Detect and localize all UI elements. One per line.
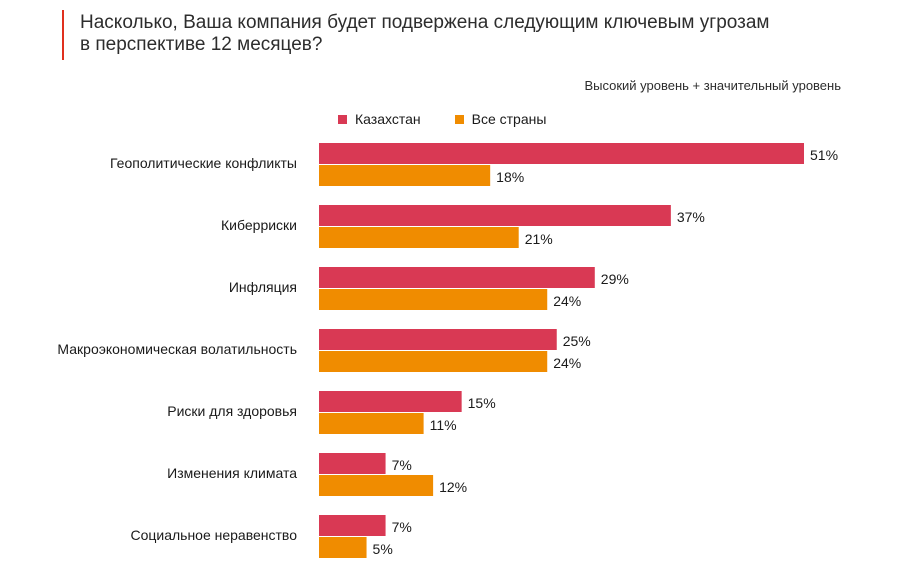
legend-swatch-kazakhstan bbox=[338, 114, 347, 124]
legend-label-all-countries: Все страны bbox=[471, 111, 547, 127]
value-label-all-countries: 12% bbox=[439, 479, 467, 495]
category-label: Изменения климата bbox=[167, 465, 297, 481]
bar-all-countries bbox=[319, 351, 548, 372]
title-accent-line bbox=[62, 10, 64, 60]
title-line-2: в перспективе 12 месяцев? bbox=[80, 34, 323, 55]
value-label-kazakhstan: 29% bbox=[601, 271, 629, 287]
bar-kazakhstan bbox=[319, 267, 595, 288]
legend-label-kazakhstan: Казахстан bbox=[355, 111, 421, 127]
value-label-all-countries: 11% bbox=[430, 417, 457, 433]
bar-all-countries bbox=[319, 475, 434, 496]
value-label-kazakhstan: 51% bbox=[810, 147, 838, 163]
legend-item-kazakhstan: Казахстан bbox=[338, 111, 421, 127]
bar-kazakhstan bbox=[319, 515, 386, 536]
value-label-kazakhstan: 7% bbox=[392, 519, 412, 535]
chart-subtitle: Высокий уровень + значительный уровень bbox=[584, 78, 841, 93]
category-label: Геополитические конфликты bbox=[110, 155, 297, 171]
legend-swatch-all-countries bbox=[454, 114, 464, 124]
title-line-1: Насколько, Ваша компания будет подвержен… bbox=[80, 12, 770, 33]
value-label-kazakhstan: 37% bbox=[677, 209, 705, 225]
value-label-all-countries: 24% bbox=[553, 293, 581, 309]
bar-all-countries bbox=[319, 165, 491, 186]
category-label: Макроэкономическая волатильность bbox=[57, 341, 297, 357]
chart-title: Насколько, Ваша компания будет подвержен… bbox=[80, 12, 880, 56]
category-label: Киберриски bbox=[221, 217, 297, 233]
value-label-all-countries: 21% bbox=[525, 231, 553, 247]
bar-kazakhstan bbox=[319, 205, 671, 226]
value-label-all-countries: 24% bbox=[553, 355, 581, 371]
legend-item-all-countries: Все страны bbox=[454, 111, 547, 127]
category-label: Инфляция bbox=[229, 279, 297, 295]
bar-kazakhstan bbox=[319, 143, 804, 164]
bar-kazakhstan bbox=[319, 453, 386, 474]
value-label-all-countries: 5% bbox=[373, 541, 393, 557]
category-label: Социальное неравенство bbox=[130, 527, 297, 543]
value-label-kazakhstan: 15% bbox=[468, 395, 496, 411]
bar-all-countries bbox=[319, 227, 519, 248]
bar-all-countries bbox=[319, 537, 367, 558]
legend: Казахстан Все страны bbox=[338, 111, 546, 127]
bar-all-countries bbox=[319, 413, 424, 434]
value-label-all-countries: 18% bbox=[496, 169, 524, 185]
value-label-kazakhstan: 25% bbox=[563, 333, 591, 349]
bar-all-countries bbox=[319, 289, 548, 310]
bar-kazakhstan bbox=[319, 391, 462, 412]
value-label-kazakhstan: 7% bbox=[392, 457, 412, 473]
category-label: Риски для здоровья bbox=[167, 403, 297, 419]
bar-kazakhstan bbox=[319, 329, 557, 350]
